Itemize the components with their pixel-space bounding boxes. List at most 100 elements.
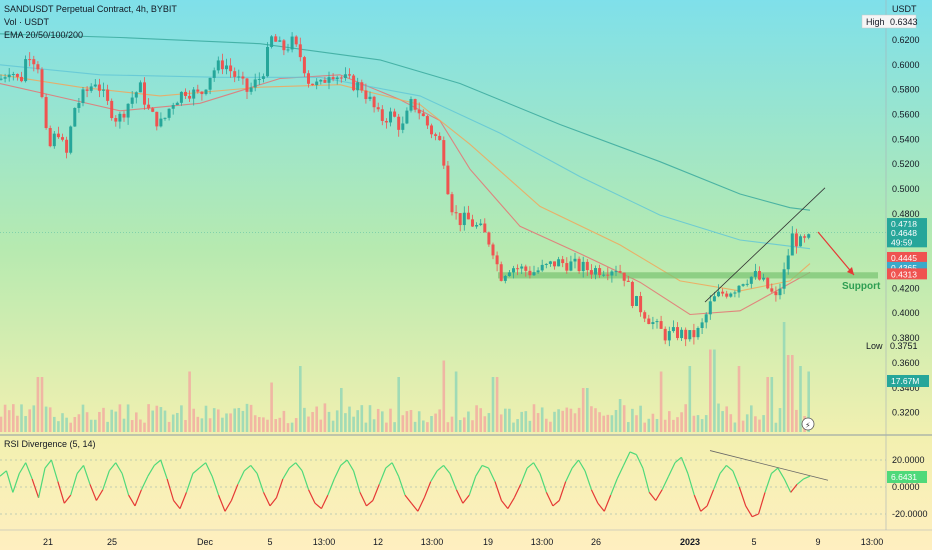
rsi-segment [533, 462, 541, 474]
x-tick-label: 13:00 [861, 537, 884, 547]
price-axis[interactable]: 0.6200 0.6000 0.5800 0.5600 0.5400 0.5200 0.50… [892, 35, 920, 418]
candle-body [335, 77, 339, 80]
rsi-segment [796, 478, 804, 485]
rsi-segment [745, 505, 753, 518]
volume-bar [163, 410, 167, 432]
volume-bar [413, 421, 417, 432]
arrow-head [847, 267, 854, 275]
volume-bar [618, 399, 622, 432]
volume-bar [262, 417, 265, 432]
time-axis[interactable]: 21 25 Dec 5 13:00 12 13:00 19 13:00 26 2023 5 9 13:00 [43, 537, 883, 547]
volume-bar [16, 415, 19, 432]
candle-body [774, 291, 778, 296]
rsi-legend: RSI Divergence (5, 14) [4, 439, 96, 449]
rsi-segment [288, 462, 297, 469]
volume-bar [696, 415, 700, 432]
y-tick-label: 0.5200 [892, 159, 920, 169]
volume-bar [81, 404, 85, 432]
volume-legend: Vol · USDT [4, 17, 50, 27]
candle-body [274, 36, 278, 42]
x-tick-label: 19 [483, 537, 493, 547]
price-label-text: 0.4313 [891, 269, 917, 279]
volume-bar [85, 412, 89, 432]
volume-bar [709, 349, 712, 432]
volume-bar [504, 408, 507, 432]
candle-body [159, 118, 163, 127]
volume-bar [48, 407, 52, 432]
volume-bar [217, 409, 220, 432]
candle-body [409, 99, 413, 111]
candle-body [614, 271, 618, 273]
volume-bar [204, 405, 208, 432]
volume-bar [319, 419, 323, 432]
volume-bar [311, 411, 314, 432]
candle-body [294, 36, 298, 45]
candle-body [495, 255, 499, 265]
candle-body [421, 113, 425, 117]
rsi-segment [115, 462, 123, 474]
candle-body [245, 78, 249, 92]
volume-bar [344, 413, 347, 432]
candle-body [680, 329, 684, 339]
candle-body [44, 97, 48, 129]
candle-body [343, 74, 347, 79]
volume-bar [668, 411, 671, 432]
rsi-segment [661, 475, 670, 490]
volume-bar [405, 411, 409, 432]
rsi-segment [366, 500, 374, 507]
candle-body [733, 292, 737, 294]
candle-body [257, 78, 261, 80]
price-label-text: 0.4365 [891, 263, 917, 273]
volume-bar [180, 405, 183, 432]
x-tick-label: Dec [197, 537, 214, 547]
candle-body [323, 79, 327, 83]
volume-bar [381, 411, 384, 432]
rsi-tick-label: 0.0000 [892, 482, 920, 492]
rsi-segment [179, 492, 187, 509]
candle-body [753, 271, 757, 277]
candle-body [368, 96, 372, 100]
volume-bar [389, 408, 392, 432]
rsi-axis[interactable]: 20.0000 0.0000 -20.0000 [892, 455, 928, 519]
rsi-segment [757, 492, 766, 515]
candle-body [175, 102, 179, 106]
candle-body [204, 89, 208, 95]
rsi-segment [455, 489, 464, 504]
rsi-segment [732, 470, 740, 488]
candle-body [3, 77, 7, 79]
volume-bar [557, 409, 560, 432]
volume-bar [598, 412, 601, 432]
volume-bar [270, 382, 273, 432]
candle-body [651, 322, 655, 325]
candle-body [179, 91, 183, 103]
volume-bar [188, 371, 191, 432]
volume-bar [176, 412, 179, 432]
candle-body [704, 314, 708, 323]
volume-bar [717, 403, 720, 432]
candle-body [339, 77, 343, 79]
candle-body [655, 321, 659, 323]
candle-body [667, 331, 671, 341]
volume-bar [713, 349, 716, 432]
rsi-segment [410, 502, 419, 512]
candle-body [89, 86, 93, 91]
candle-body [212, 70, 216, 78]
volume-bar [12, 404, 15, 432]
volume-bar [635, 415, 638, 432]
rsi-segment [475, 465, 483, 477]
volume-bar [151, 410, 154, 432]
price-label-text: 0.4648 [891, 228, 917, 238]
candle-body [479, 223, 483, 226]
rsi-value: 6.6431 [891, 472, 917, 482]
volume-bar [102, 407, 105, 432]
candle-body [725, 293, 729, 297]
flash-icon[interactable] [801, 417, 815, 431]
volume-bar [40, 377, 44, 432]
ema-line [0, 74, 811, 316]
volume-bar [491, 377, 495, 432]
volume-bar [807, 371, 810, 432]
volume-bar [237, 407, 241, 432]
y-tick-label: 0.4000 [892, 308, 920, 318]
candle-body [290, 36, 294, 50]
volume-bar [499, 414, 503, 432]
